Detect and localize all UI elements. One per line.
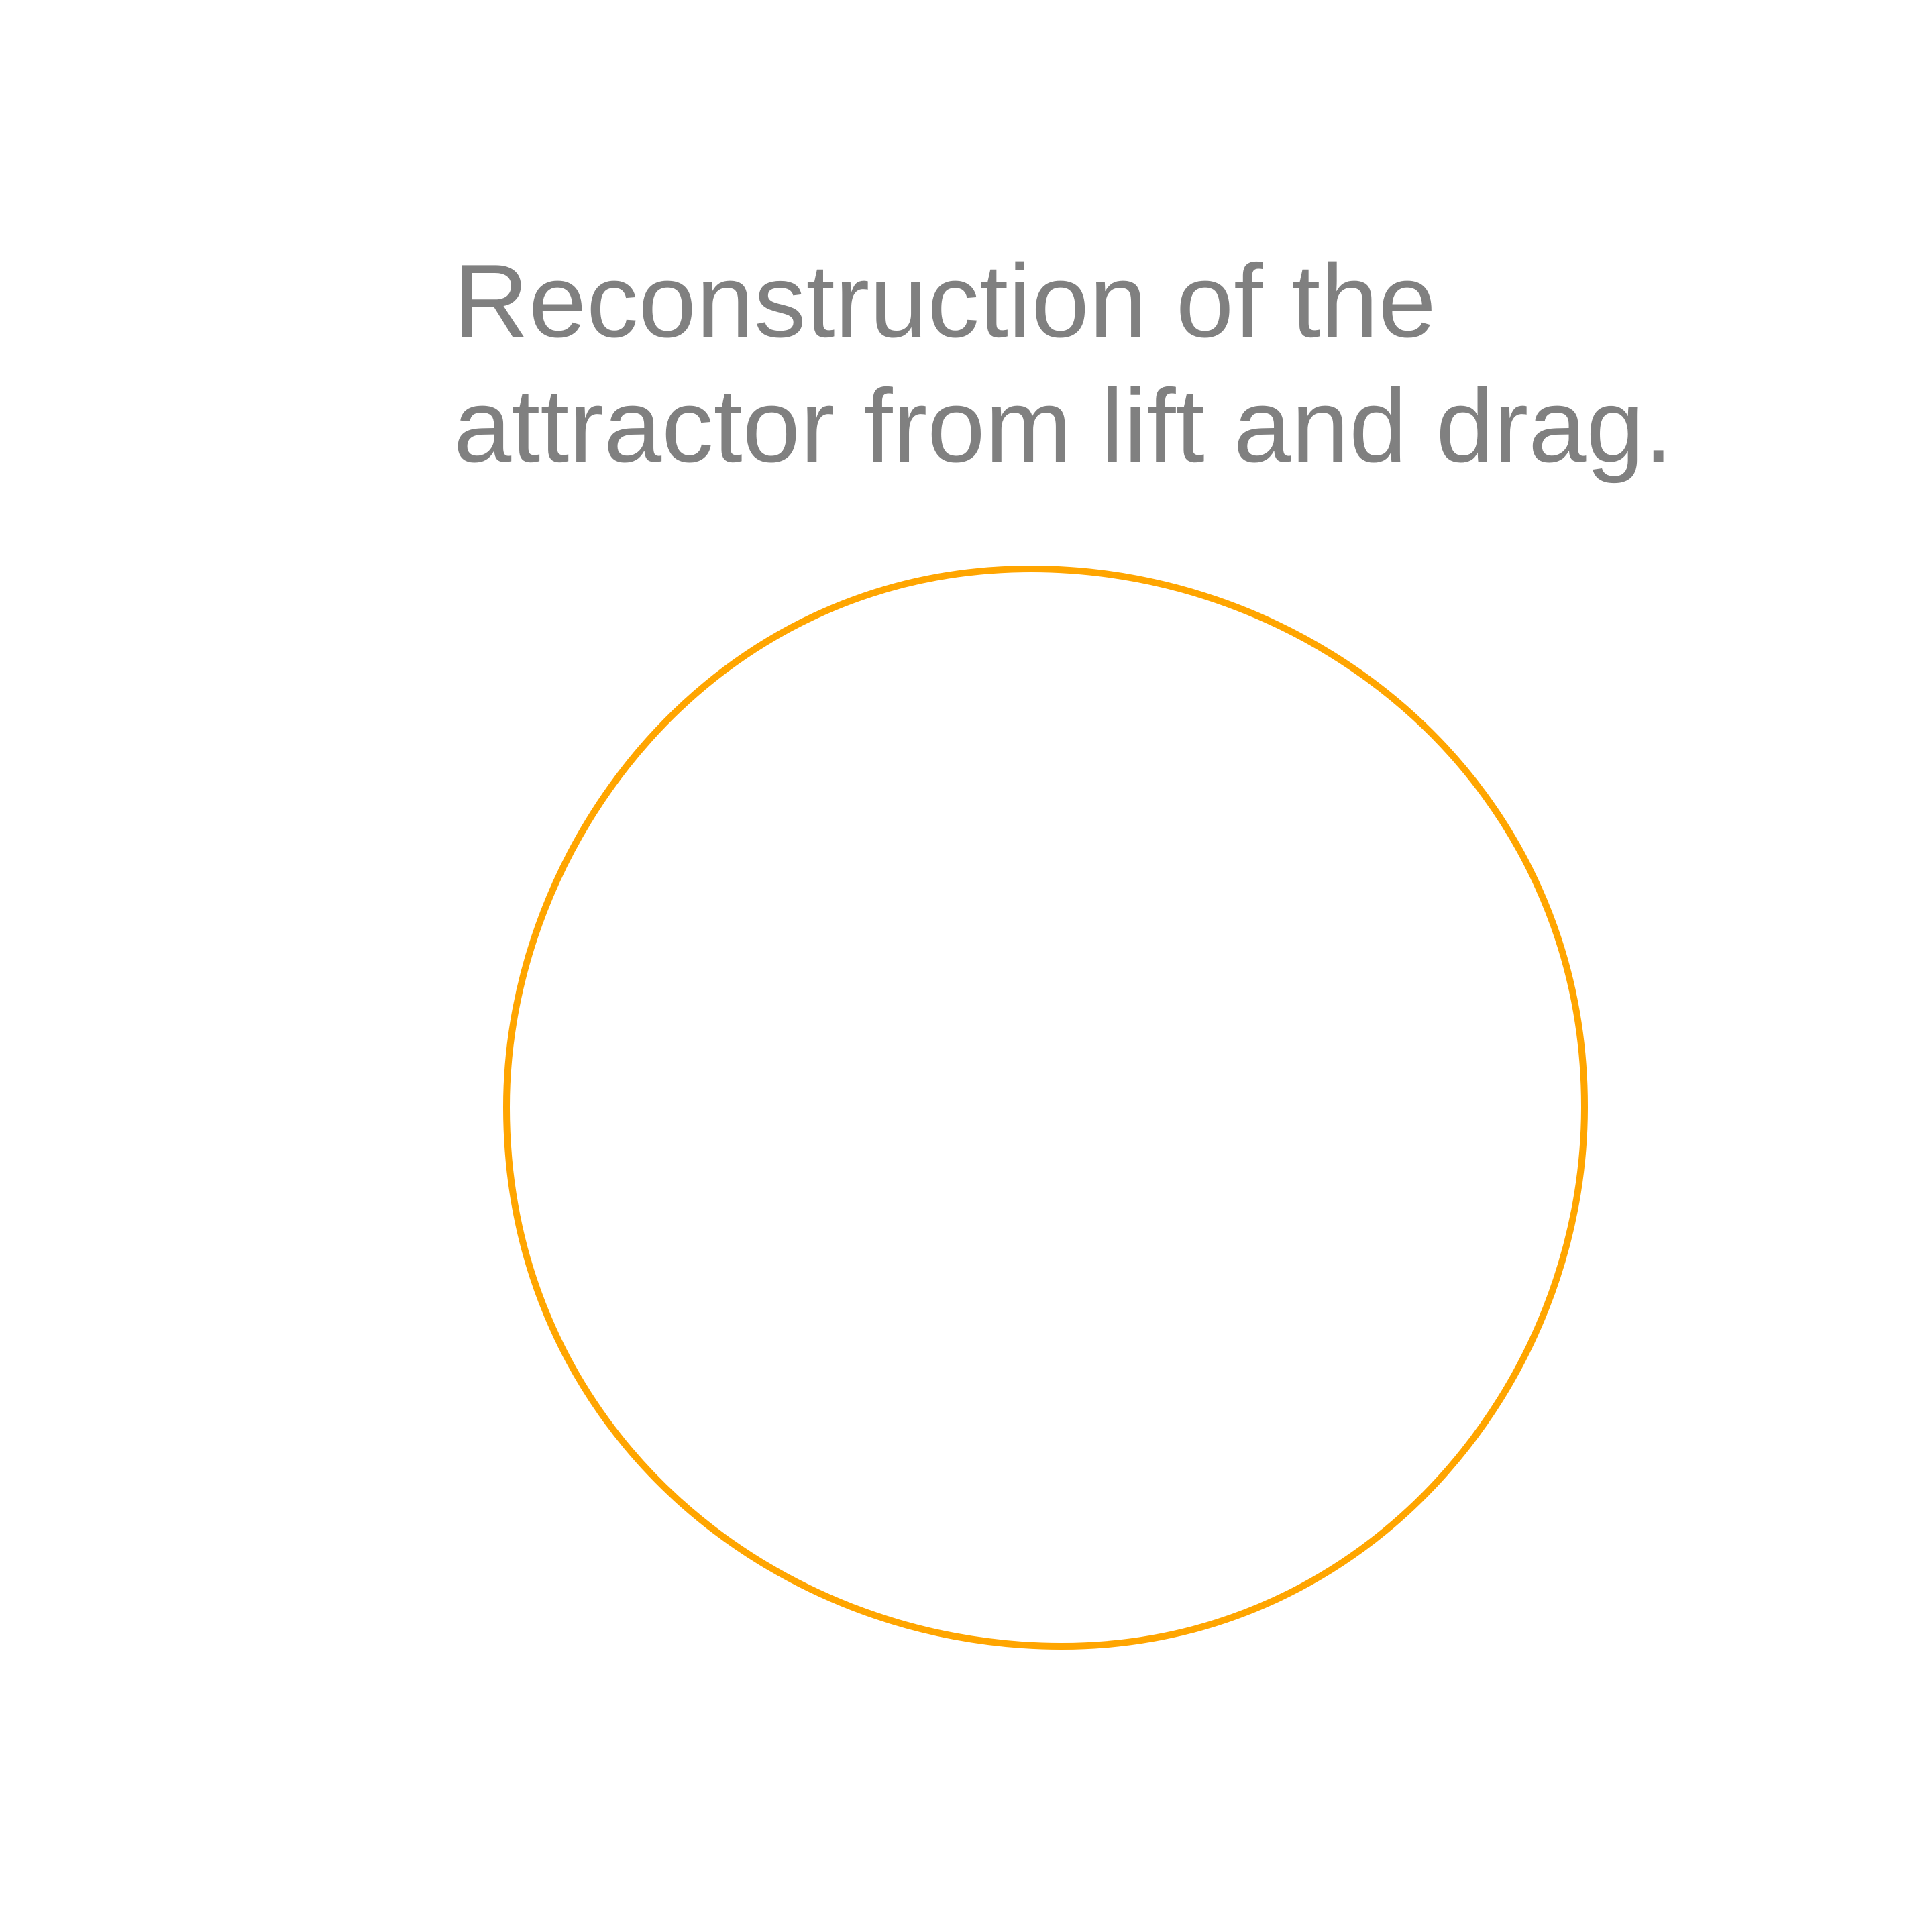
- figure-caption: Reconstruction of the attractor from lif…: [453, 239, 1795, 488]
- caption-line-1: Reconstruction of the: [453, 243, 1436, 359]
- attractor-loop: [502, 565, 1589, 1650]
- caption-line-2: attractor from lift and drag.: [453, 368, 1673, 484]
